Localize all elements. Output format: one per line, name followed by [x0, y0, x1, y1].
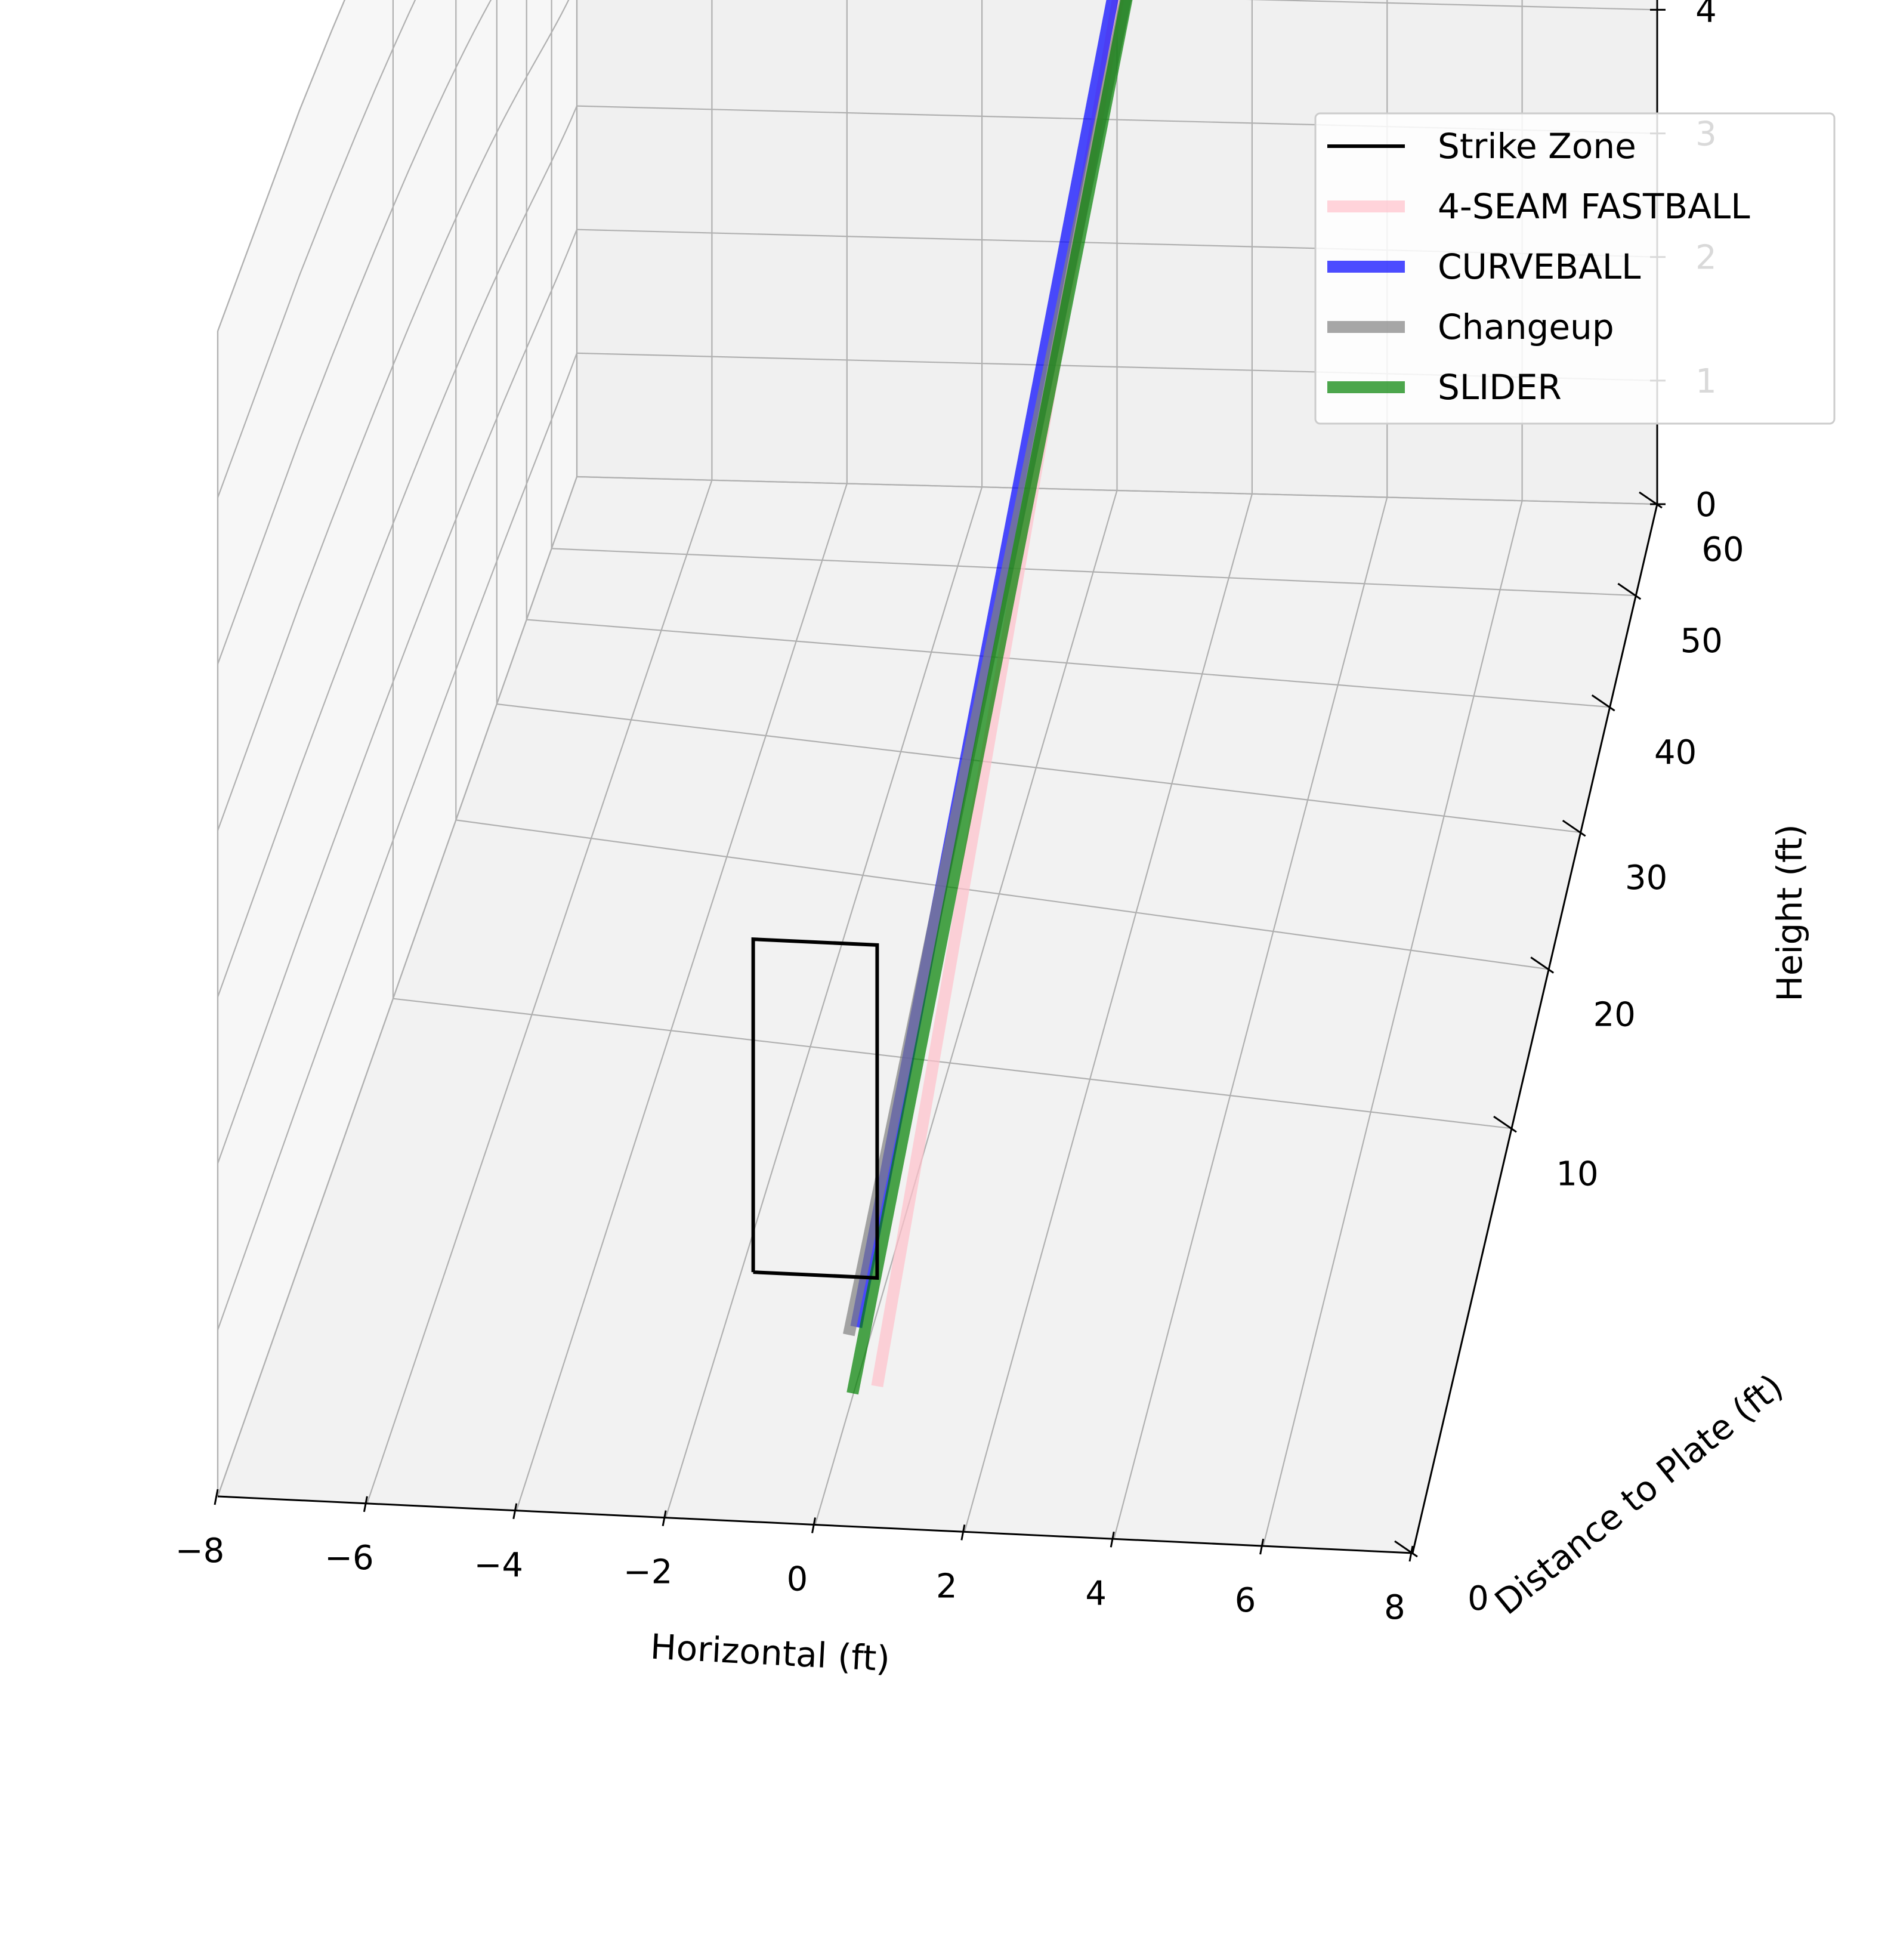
y-tick-label: 50: [1680, 622, 1723, 660]
x-axis-line: [217, 1495, 1413, 1554]
y-tick-mark: [1394, 1540, 1418, 1558]
z-tick-label: 0: [1695, 486, 1717, 524]
y-tick-mark: [1562, 819, 1586, 837]
x-tick-mark: [363, 1496, 368, 1513]
x-tick-mark: [811, 1517, 816, 1533]
legend-label: CURVEBALL: [1438, 246, 1641, 287]
gridline-y-floor: [496, 703, 1581, 834]
x-tick-mark: [1408, 1545, 1414, 1562]
x-tick-mark: [1259, 1538, 1265, 1555]
x-tick-label: 6: [1235, 1581, 1256, 1620]
x-tick-label: 0: [787, 1560, 808, 1599]
gridline-z-side: [217, 0, 570, 831]
x-tick-label: −2: [623, 1553, 673, 1592]
y-tick-mark: [1591, 694, 1615, 712]
x-tick-mark: [662, 1510, 667, 1526]
gridline-z-side: [217, 0, 492, 665]
legend-frame: [1314, 112, 1836, 425]
gridline-y-floor: [526, 619, 1610, 708]
legend-items: Strike Zone 4-SEAM FASTBALL CURVEBALL Chang…: [1327, 126, 1750, 408]
y-tick-label: 40: [1654, 733, 1697, 772]
gridline-z-side: [217, 229, 578, 1164]
y-tick-label: 20: [1593, 995, 1636, 1034]
strike-zone-outline: [751, 937, 879, 1280]
x-tick-label: 8: [1384, 1588, 1405, 1627]
legend-label: 4-SEAM FASTBALL: [1438, 186, 1750, 227]
z-tick-label: 4: [1695, 0, 1717, 30]
z-axis-label: Height (ft): [1769, 824, 1810, 1002]
gridline-z-back: [1246, 0, 1658, 11]
legend-label: Changeup: [1438, 307, 1614, 347]
y-tick-label: 60: [1701, 530, 1744, 569]
legend: Strike Zone 4-SEAM FASTBALL CURVEBALL Chang…: [1314, 112, 1836, 425]
x-tick-mark: [214, 1489, 219, 1505]
x-tick-label: 2: [936, 1567, 957, 1606]
legend-label: Strike Zone: [1438, 126, 1636, 166]
y-tick-label: 0: [1467, 1579, 1489, 1618]
gridline-y-floor: [393, 998, 1512, 1129]
y-tick-label: 10: [1556, 1155, 1598, 1193]
y-tick-mark: [1493, 1116, 1517, 1133]
x-tick-mark: [512, 1503, 518, 1520]
y-tick-mark: [1530, 956, 1555, 974]
pitch-track-slider: [846, 0, 1133, 1395]
x-tick-label: −8: [175, 1532, 225, 1570]
x-tick-label: 4: [1085, 1574, 1107, 1613]
x-tick-mark: [1110, 1531, 1115, 1548]
x-tick-label: −6: [325, 1539, 374, 1578]
y-tick-mark: [1617, 582, 1642, 600]
x-tick-label: −4: [474, 1546, 523, 1585]
gridline-z-side: [217, 353, 578, 1331]
y-tick-label: 30: [1625, 859, 1667, 897]
plotted-data: [751, 0, 1133, 1395]
y-tick-mark: [1639, 491, 1663, 509]
gridline-z-side: [217, 106, 578, 998]
gridline-y-floor: [456, 819, 1549, 970]
side-pane: [218, 0, 577, 1496]
gridline-z-back: [576, 476, 1658, 505]
x-tick-mark: [960, 1524, 966, 1541]
gridline-y-floor: [551, 548, 1636, 597]
gridline-z-side: [217, 0, 416, 498]
gridline-z-side: [217, 476, 578, 1497]
legend-label: SLIDER: [1438, 367, 1562, 408]
